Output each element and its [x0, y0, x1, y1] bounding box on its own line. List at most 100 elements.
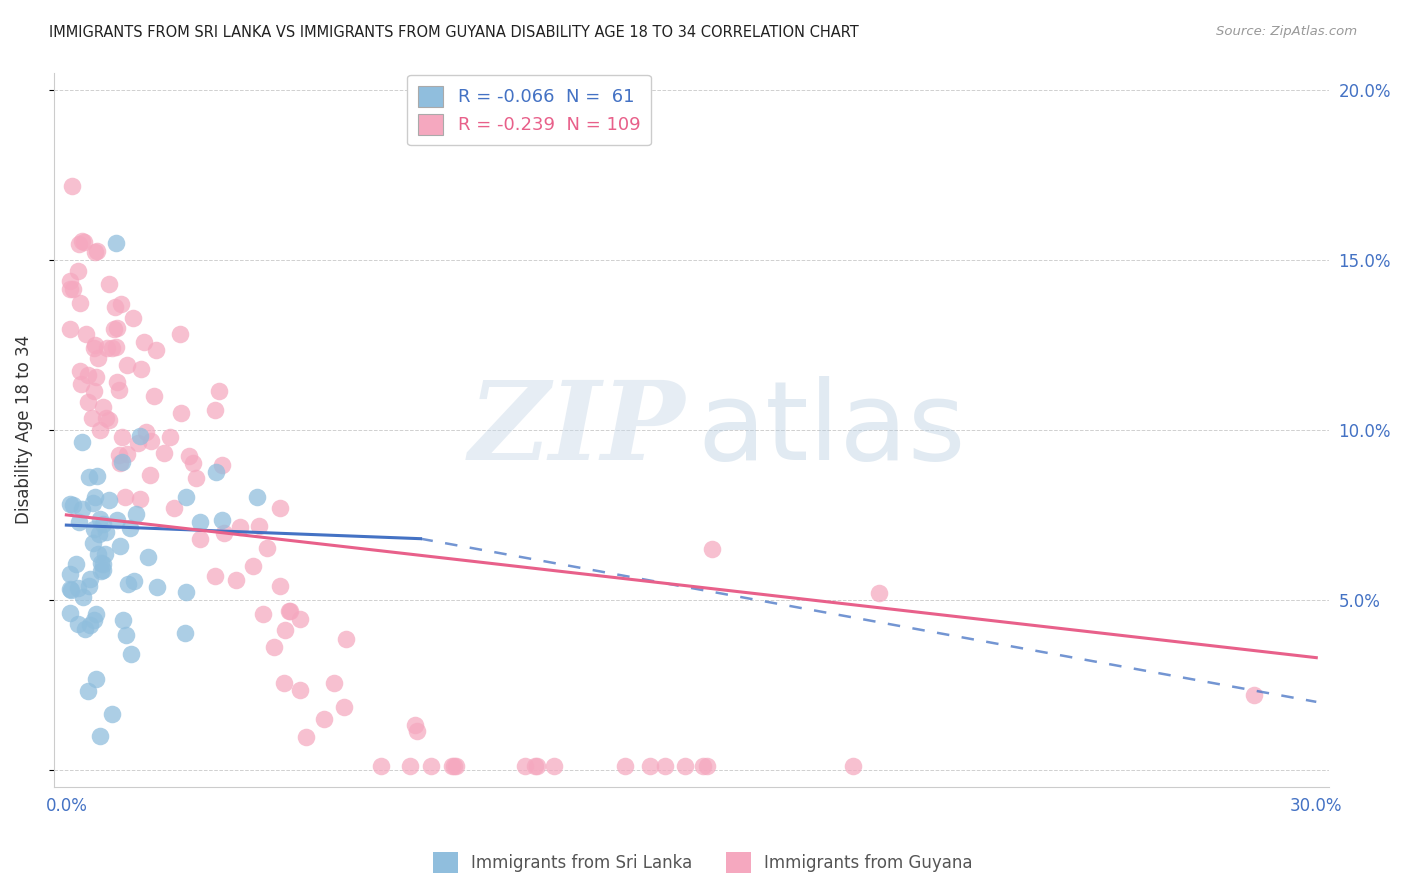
Point [177, 450, 200, 464]
Point [90, 556, 112, 570]
Point [696, 759, 718, 773]
Point [89, 729, 111, 743]
Point [138, 467, 160, 482]
Point [700, 541, 723, 556]
Point [513, 759, 536, 773]
Point [247, 519, 270, 533]
Point [75, 623, 97, 637]
Point [83, 341, 105, 355]
Point [135, 425, 157, 440]
Point [673, 759, 696, 773]
Point [89, 423, 111, 437]
Point [273, 676, 295, 690]
Point [84, 338, 107, 352]
Point [181, 456, 204, 470]
Point [83, 613, 105, 627]
Point [526, 759, 548, 773]
Point [117, 358, 139, 372]
Point [97, 277, 120, 291]
Point [67, 617, 90, 632]
Point [246, 490, 269, 504]
Point [65, 558, 87, 572]
Point [84, 245, 107, 260]
Point [94, 410, 117, 425]
Point [868, 586, 890, 600]
Point [59, 582, 82, 596]
Point [274, 623, 297, 637]
Point [83, 522, 105, 536]
Point [94, 547, 117, 561]
Point [70, 376, 93, 391]
Point [288, 682, 311, 697]
Point [115, 627, 138, 641]
Point [118, 521, 141, 535]
Point [441, 759, 464, 773]
Point [169, 326, 191, 341]
Point [59, 606, 82, 620]
Point [278, 604, 301, 618]
Point [170, 407, 193, 421]
Point [96, 341, 118, 355]
Point [76, 368, 98, 382]
Point [87, 527, 110, 541]
Point [141, 434, 163, 449]
Point [613, 759, 636, 773]
Point [131, 361, 153, 376]
Point [543, 759, 565, 773]
Point [269, 579, 291, 593]
Point [59, 566, 82, 581]
Point [72, 590, 94, 604]
Point [67, 515, 90, 529]
Point [70, 434, 93, 449]
Point [62, 282, 84, 296]
Point [146, 580, 169, 594]
Point [105, 513, 128, 527]
Point [83, 384, 105, 399]
Point [842, 759, 865, 773]
Point [134, 334, 156, 349]
Point [692, 759, 714, 773]
Point [333, 700, 356, 714]
Point [163, 500, 186, 515]
Point [62, 499, 84, 513]
Point [66, 582, 89, 596]
Point [72, 235, 94, 249]
Point [98, 413, 121, 427]
Point [108, 448, 131, 462]
Point [405, 723, 427, 738]
Point [278, 603, 301, 617]
Point [523, 759, 546, 773]
Point [335, 632, 357, 646]
Point [212, 526, 235, 541]
Point [127, 436, 149, 450]
Point [86, 672, 108, 686]
Point [91, 400, 114, 414]
Point [112, 613, 135, 627]
Point [79, 572, 101, 586]
Point [444, 759, 467, 773]
Point [1243, 688, 1265, 702]
Point [174, 490, 197, 504]
Point [86, 607, 108, 621]
Point [90, 564, 112, 578]
Point [59, 283, 82, 297]
Point [108, 384, 131, 398]
Point [108, 539, 131, 553]
Y-axis label: Disability Age 18 to 34: Disability Age 18 to 34 [15, 335, 32, 524]
Point [654, 759, 676, 773]
Text: ZIP: ZIP [468, 376, 685, 483]
Point [188, 532, 211, 546]
Point [211, 458, 233, 472]
Point [142, 389, 165, 403]
Point [67, 237, 90, 252]
Point [105, 375, 128, 389]
Point [72, 234, 94, 248]
Point [114, 490, 136, 504]
Point [108, 456, 131, 470]
Legend: R = -0.066  N =  61, R = -0.239  N = 109: R = -0.066 N = 61, R = -0.239 N = 109 [408, 75, 651, 145]
Point [82, 410, 104, 425]
Point [82, 496, 104, 510]
Point [111, 430, 134, 444]
Point [229, 520, 252, 534]
Point [256, 541, 278, 555]
